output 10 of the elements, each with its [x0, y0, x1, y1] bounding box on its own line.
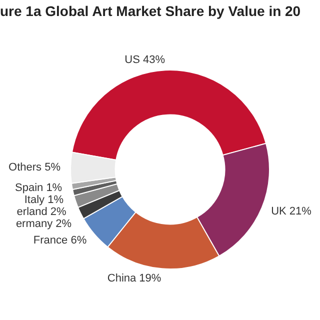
slice-label: France 6% — [33, 234, 87, 246]
chart-title: ure 1a Global Art Market Share by Value in 20 — [0, 3, 301, 19]
slice-label: Others 5% — [8, 162, 61, 174]
slice-label: China 19% — [107, 272, 162, 285]
slice-label: erland 2% — [16, 206, 67, 218]
slice-label: UK 21% — [271, 206, 312, 218]
slice-label: ermany 2% — [16, 218, 72, 230]
slice-label: US 43% — [124, 54, 166, 66]
slice-label: Spain 1% — [15, 182, 62, 194]
slice-label: Italy 1% — [24, 194, 64, 206]
